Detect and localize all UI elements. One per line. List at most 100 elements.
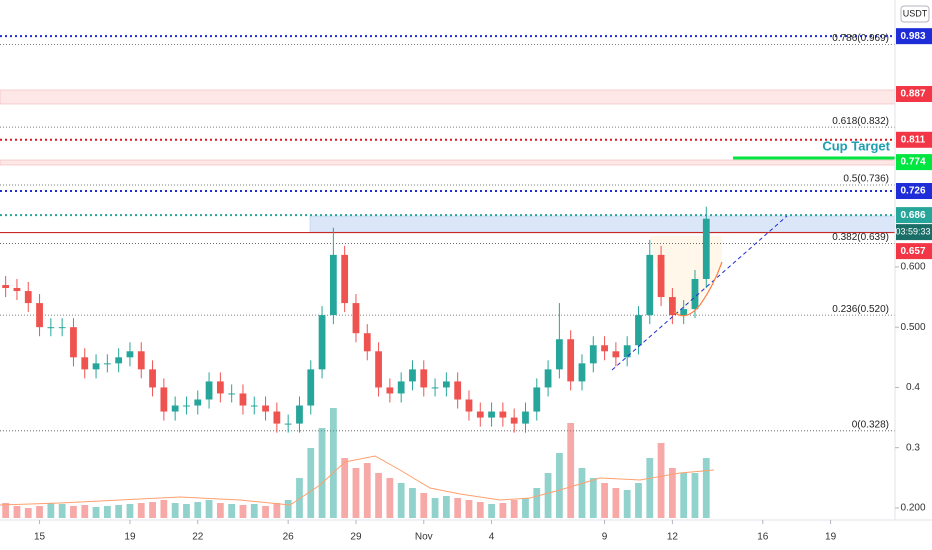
candle-body	[499, 411, 507, 418]
candle-body	[160, 387, 168, 412]
candle-body	[646, 254, 654, 316]
resistance-zone	[0, 89, 896, 105]
candle-body	[318, 315, 326, 370]
breakout-zone	[309, 215, 896, 233]
candle-body	[36, 303, 43, 328]
currency-box	[900, 5, 930, 23]
volume-bar	[262, 506, 269, 518]
candle-body	[657, 254, 665, 298]
fib-label: 0.5(0.736)	[843, 174, 889, 185]
candle-body	[273, 411, 281, 424]
candle-body	[363, 333, 371, 352]
plot	[0, 35, 895, 518]
y-tick-label: 0.3	[906, 442, 920, 453]
candle-body	[126, 351, 134, 358]
volume-bar	[341, 458, 349, 518]
volume-bar	[92, 507, 100, 518]
volume-bar	[680, 473, 688, 518]
annotation: Cup Target	[822, 138, 890, 153]
candle-body	[296, 405, 303, 424]
volume-bar	[183, 504, 190, 518]
candle-body	[329, 254, 337, 316]
candle-body	[578, 363, 586, 382]
volume-bar	[702, 458, 710, 518]
volume-bar	[81, 505, 89, 518]
fib-label: 0.236(0.520)	[832, 304, 889, 315]
volume-bar	[657, 443, 665, 518]
volume-bar	[58, 504, 66, 518]
candle-body	[567, 339, 575, 382]
volume-bar	[318, 428, 326, 518]
y-tick-label: 0.200	[900, 503, 925, 514]
candle-body	[431, 387, 439, 389]
volume-bar	[522, 498, 529, 518]
x-tick-label: 4	[489, 532, 495, 543]
candle-body	[601, 345, 608, 352]
price-tag	[896, 207, 932, 224]
volume-bar	[296, 478, 303, 518]
candle-body	[58, 327, 66, 329]
candle-body	[137, 351, 145, 370]
x-tick-label: Nov	[415, 532, 433, 543]
volume-bar	[375, 473, 382, 518]
candle-body	[555, 339, 563, 370]
candle-body	[47, 327, 55, 329]
volume-bar	[171, 503, 179, 518]
volume-bar	[691, 473, 699, 518]
candle-body	[702, 218, 710, 279]
volume-bar	[397, 483, 405, 518]
currency: USDT	[903, 8, 928, 18]
price-tag	[896, 85, 932, 102]
candle-body	[24, 291, 32, 304]
candle-body	[239, 393, 247, 406]
volume-bar	[601, 483, 608, 518]
volume-bar	[273, 503, 281, 518]
candle-body	[70, 327, 77, 358]
candle-body	[103, 363, 111, 365]
candle-body	[465, 399, 473, 412]
candle-body	[205, 381, 213, 400]
price-tag-label: 0.726	[900, 186, 925, 197]
y-tick-label: 0.600	[900, 262, 925, 273]
volume-bar	[160, 500, 168, 518]
price-tag	[896, 154, 932, 171]
volume-bar	[465, 500, 473, 518]
fib-label: 0(0.328)	[852, 419, 889, 430]
x-tick-label: 19	[124, 532, 136, 543]
candle-body	[510, 417, 518, 424]
volume-bar	[442, 496, 450, 518]
candle-body	[533, 387, 541, 412]
candle-body	[522, 411, 529, 424]
volume-bar	[228, 504, 236, 518]
volume-bar	[488, 504, 495, 518]
volume-bar	[24, 508, 32, 518]
countdown: 03:59:33	[895, 226, 930, 236]
candle-body	[284, 423, 292, 425]
volume-bar	[103, 506, 111, 518]
cup-curve	[673, 261, 723, 317]
volume-ma	[0, 455, 715, 506]
price-tag-label: 0.983	[900, 31, 925, 42]
candle-body	[262, 405, 269, 412]
candle-body	[691, 278, 699, 310]
candle-body	[2, 285, 10, 289]
resistance-zone	[0, 159, 896, 166]
volume-bar	[363, 463, 371, 518]
candle-body	[194, 399, 202, 406]
volume-bar	[623, 490, 631, 518]
volume-bar	[307, 448, 315, 518]
volume-bar	[533, 488, 541, 518]
volume-bar	[612, 488, 620, 518]
price-tag	[896, 183, 932, 200]
volume-bar	[409, 488, 416, 518]
x-tick-label: 19	[825, 532, 837, 543]
candle-body	[216, 381, 224, 394]
candle-body	[488, 411, 495, 418]
candle-body	[171, 405, 179, 412]
candle-body	[668, 297, 676, 316]
trend-line	[611, 215, 788, 371]
volume-bar	[386, 478, 394, 518]
volume-bar	[216, 503, 224, 518]
